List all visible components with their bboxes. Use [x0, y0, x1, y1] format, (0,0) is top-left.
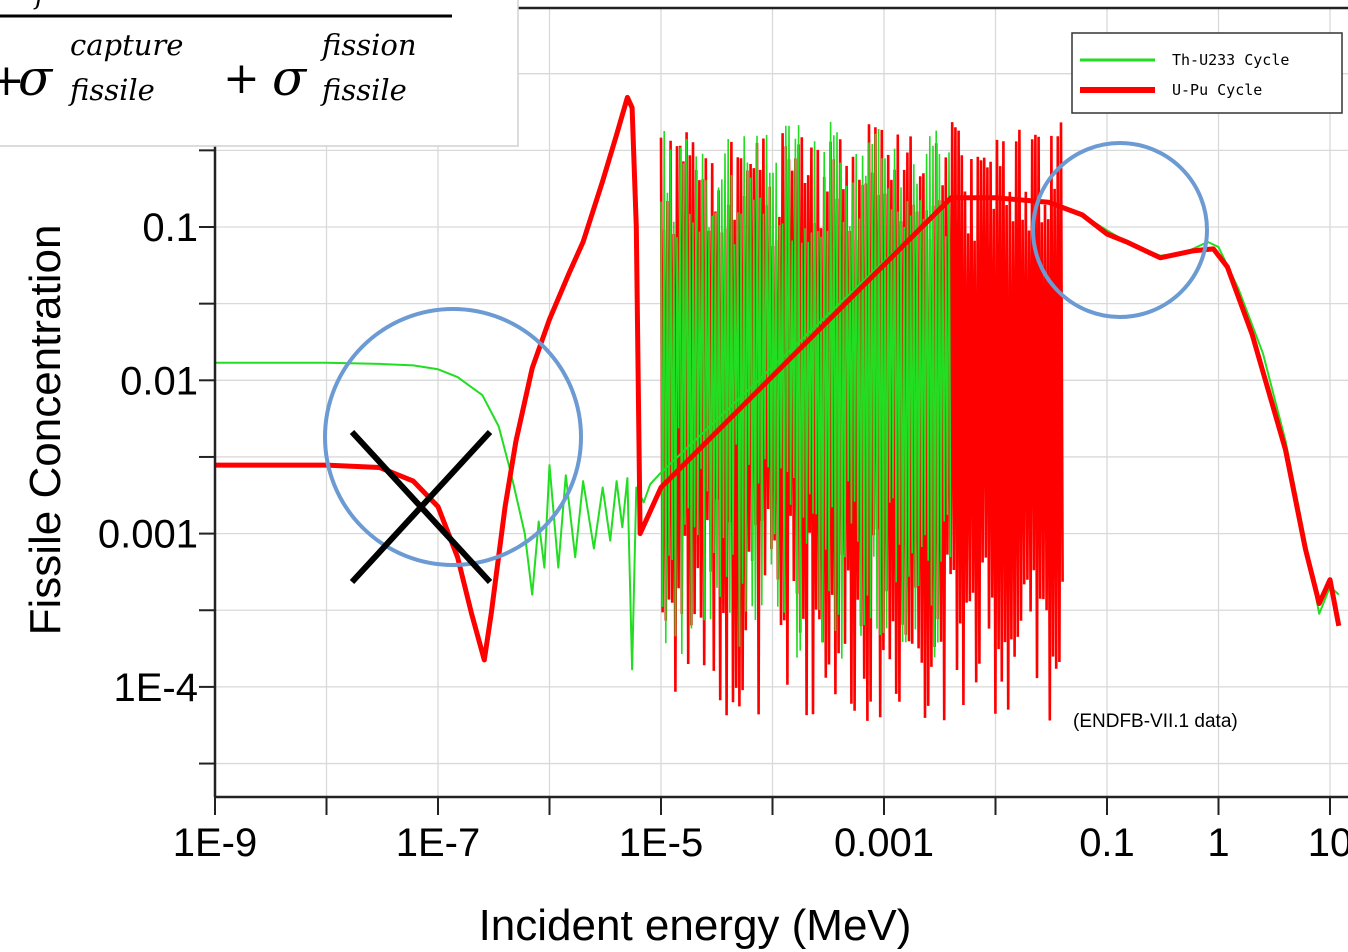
legend: Th-U233 Cycle U-Pu Cycle: [1071, 32, 1343, 114]
y-tick-label: 0.001: [98, 513, 198, 557]
series-bands: [659, 121, 1064, 721]
series-lines: [215, 94, 1342, 671]
x-tick-label: 1E-5: [619, 821, 704, 865]
series-band-0: [660, 121, 952, 659]
formula-top-fragment: f: [33, 0, 49, 11]
x-tick-label: 1: [1207, 821, 1229, 865]
formula-fissile-sub-2: fissile: [320, 73, 407, 107]
formula-plus-left: +: [0, 55, 25, 106]
y-tick-label: 0.01: [120, 359, 198, 403]
formula-sigma-fission: σ: [272, 49, 308, 107]
annotation-circle-thermal: [323, 307, 583, 567]
y-axis-title: Fissile Concentration: [21, 225, 70, 636]
formula-plus: +: [223, 53, 260, 104]
formula-capture-sup: capture: [70, 28, 183, 62]
data-source-note: (ENDFB-VII.1 data): [1073, 711, 1238, 732]
formula-fission-sup: fission: [320, 28, 417, 62]
legend-box: [1071, 32, 1343, 114]
series-line-0: [215, 196, 1340, 671]
y-tick-label: 1E-4: [114, 666, 199, 710]
formula-box: + σ capture fissile + σ fission fissile …: [0, 0, 519, 147]
x-tick-label: 0.001: [834, 821, 934, 865]
x-axis-title: Incident energy (MeV): [479, 901, 912, 950]
series-line-1: [215, 94, 1342, 663]
x-tick-label: 1E-7: [396, 821, 481, 865]
x-tick-label: 10: [1308, 821, 1348, 865]
x-tick-label: 1E-9: [173, 821, 258, 865]
legend-label-u-pu: U-Pu Cycle: [1172, 81, 1262, 99]
tick-labels: 1E-9 1E-7 1E-5 0.001 0.1 1 10 0.1 0.01 0.001 1E-4: [98, 206, 1348, 865]
formula-fissile-sub-1: fissile: [68, 73, 155, 107]
annotation-circle-fast: [1031, 141, 1209, 319]
formula-sigma-capture: σ: [18, 49, 54, 107]
y-tick-label: 0.1: [142, 206, 198, 250]
x-tick-label: 0.1: [1079, 821, 1135, 865]
cross-mark: [349, 429, 493, 585]
legend-label-th-u233: Th-U233 Cycle: [1172, 51, 1289, 69]
